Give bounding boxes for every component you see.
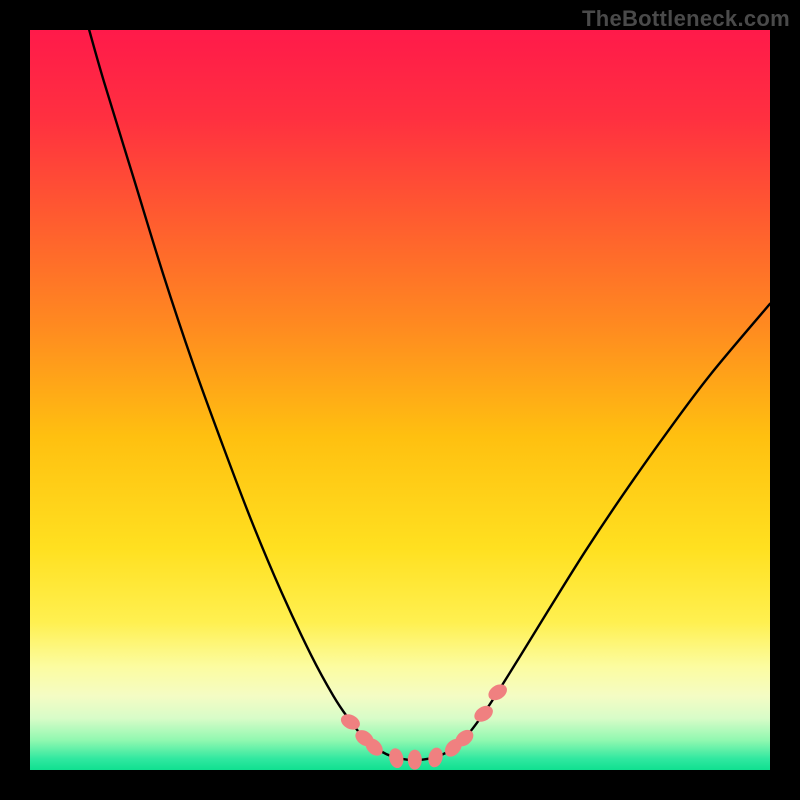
gradient-background xyxy=(30,30,770,770)
curve-marker xyxy=(408,750,422,770)
bottleneck-curve-chart xyxy=(30,30,770,770)
chart-frame: TheBottleneck.com xyxy=(0,0,800,800)
plot-area xyxy=(30,30,770,770)
watermark-text: TheBottleneck.com xyxy=(582,6,790,32)
